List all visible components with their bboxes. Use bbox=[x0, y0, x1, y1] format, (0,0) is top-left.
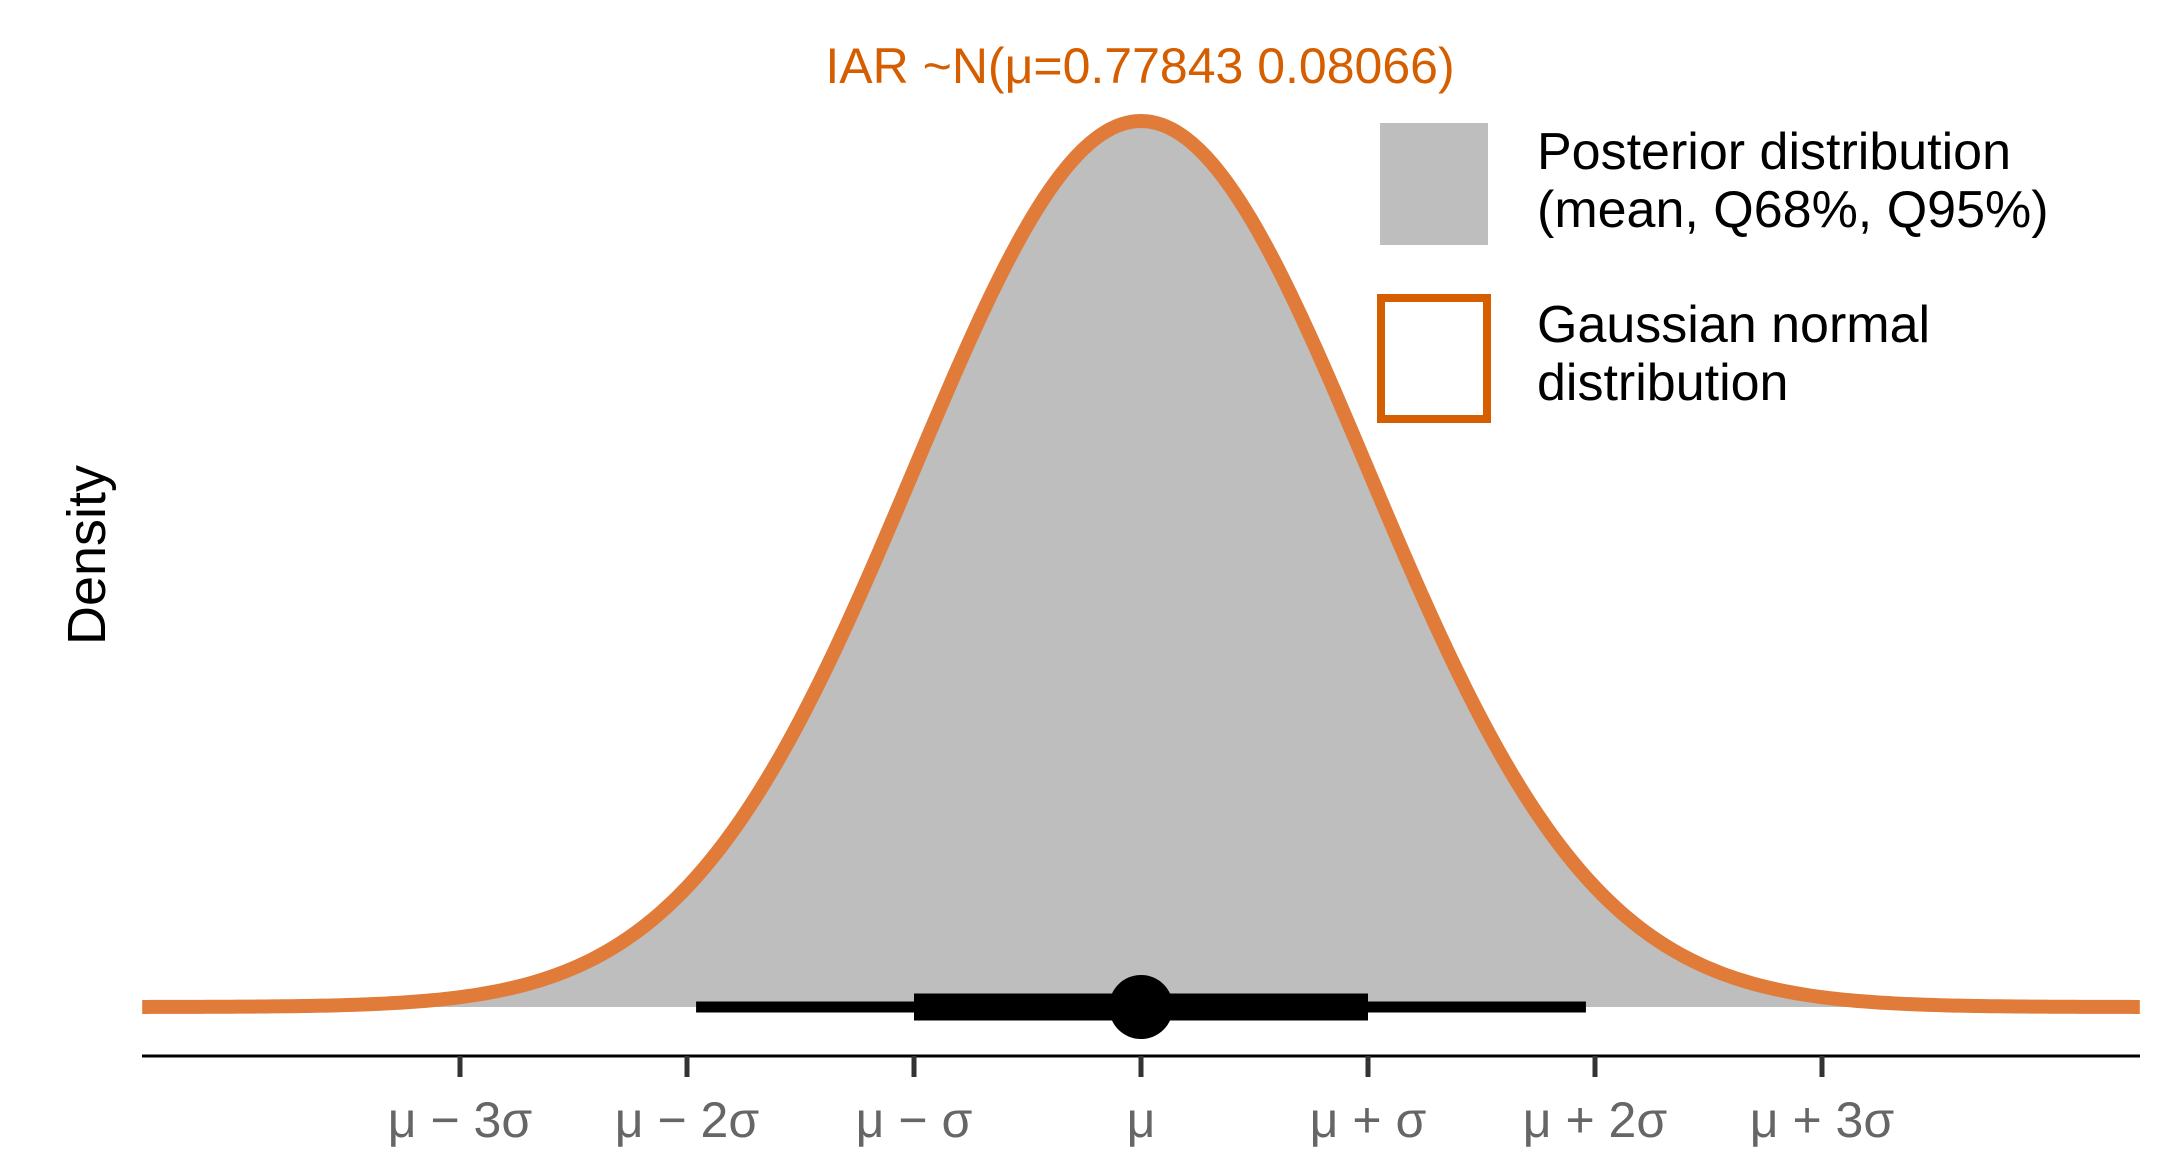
x-axis-ticks: μ − 3σ μ − 2σ μ − σ μ μ + σ μ + 2σ μ + 3σ bbox=[388, 1056, 1895, 1148]
y-axis-label: Density bbox=[57, 465, 117, 645]
chart-title: IAR ~N(μ=0.77843 0.08066) bbox=[825, 38, 1454, 94]
plot-area bbox=[140, 114, 2142, 1039]
legend-key-gaussian bbox=[1377, 294, 1491, 423]
legend: Posterior distribution (mean, Q68%, Q95%… bbox=[1377, 123, 2049, 423]
legend-label-posterior-line1: Posterior distribution bbox=[1537, 123, 2011, 181]
gaussian-density-line bbox=[140, 114, 2142, 1014]
x-tick-label: μ − 2σ bbox=[615, 1092, 760, 1148]
x-tick-label: μ + 2σ bbox=[1523, 1092, 1668, 1148]
x-tick-label: μ bbox=[1127, 1092, 1156, 1148]
legend-label-gaussian-line2: distribution bbox=[1537, 354, 1788, 412]
legend-label-posterior-line2: (mean, Q68%, Q95%) bbox=[1537, 181, 2049, 239]
x-tick-label: μ + σ bbox=[1310, 1092, 1427, 1148]
posterior-density-area bbox=[142, 121, 2140, 1007]
legend-label-gaussian: Gaussian normal distribution bbox=[1537, 296, 1945, 412]
legend-label-gaussian-line1: Gaussian normal bbox=[1537, 296, 1930, 354]
legend-label-posterior: Posterior distribution (mean, Q68%, Q95%… bbox=[1537, 123, 2049, 239]
x-tick-label: μ − 3σ bbox=[388, 1092, 533, 1148]
x-tick-label: μ − σ bbox=[856, 1092, 973, 1148]
legend-key-posterior bbox=[1380, 123, 1488, 245]
mean-point bbox=[1109, 975, 1173, 1039]
x-tick-label: μ + 3σ bbox=[1750, 1092, 1895, 1148]
